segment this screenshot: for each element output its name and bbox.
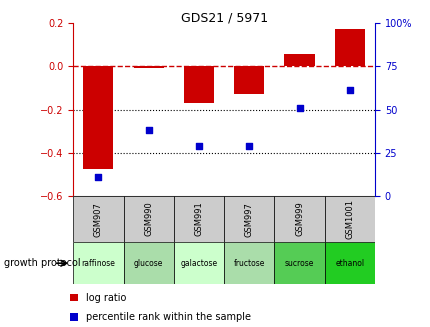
Bar xyxy=(233,66,264,95)
Bar xyxy=(73,196,123,242)
Bar xyxy=(73,242,123,284)
Bar xyxy=(123,196,173,242)
Bar xyxy=(70,313,77,321)
Bar xyxy=(133,66,163,68)
Point xyxy=(295,105,302,111)
Text: GSM1001: GSM1001 xyxy=(344,199,353,239)
Text: galactose: galactose xyxy=(180,259,217,268)
Point xyxy=(95,175,101,180)
Text: log ratio: log ratio xyxy=(86,293,126,302)
Text: GSM999: GSM999 xyxy=(295,202,303,236)
Text: percentile rank within the sample: percentile rank within the sample xyxy=(86,312,251,322)
Bar xyxy=(324,242,374,284)
Bar xyxy=(284,54,314,66)
Point xyxy=(195,143,202,148)
Bar xyxy=(173,242,224,284)
Text: fructose: fructose xyxy=(233,259,264,268)
Bar xyxy=(274,196,324,242)
Bar xyxy=(224,242,274,284)
Text: GSM907: GSM907 xyxy=(94,202,103,236)
Bar xyxy=(70,294,77,301)
Point xyxy=(346,88,353,93)
Text: ethanol: ethanol xyxy=(335,259,363,268)
Point xyxy=(245,143,252,148)
Text: GDS21 / 5971: GDS21 / 5971 xyxy=(180,11,267,25)
Bar xyxy=(173,196,224,242)
Bar xyxy=(224,196,274,242)
Text: GSM990: GSM990 xyxy=(144,202,153,236)
Text: GSM997: GSM997 xyxy=(244,202,253,236)
Text: sucrose: sucrose xyxy=(284,259,313,268)
Bar xyxy=(324,196,374,242)
Text: raffinose: raffinose xyxy=(81,259,115,268)
Bar xyxy=(274,242,324,284)
Text: growth protocol: growth protocol xyxy=(4,258,81,268)
Bar xyxy=(83,66,113,169)
Point xyxy=(145,128,152,133)
Text: GSM991: GSM991 xyxy=(194,202,203,236)
Text: glucose: glucose xyxy=(134,259,163,268)
Bar xyxy=(184,66,214,103)
Bar xyxy=(334,29,364,66)
Bar xyxy=(123,242,173,284)
